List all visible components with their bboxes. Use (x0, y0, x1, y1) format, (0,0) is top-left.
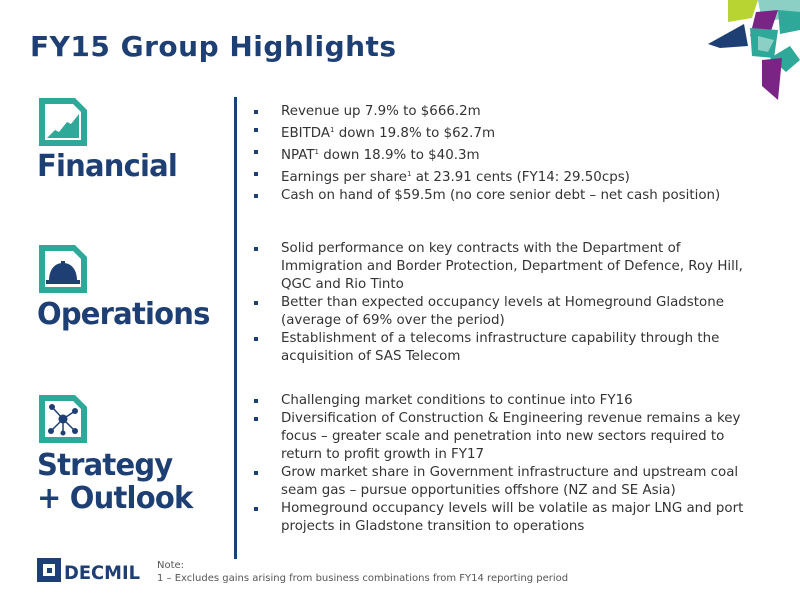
decmil-logo-text: DECMIL (64, 562, 140, 583)
strategy-label: Strategy (37, 446, 173, 483)
list-item: NPAT1 down 18.9% to $40.3m (254, 143, 764, 165)
list-item: Solid performance on key contracts with … (254, 240, 764, 294)
footnote-marker: 1 (314, 148, 320, 156)
financial-label: Financial (37, 147, 178, 184)
brand-corner-mark-icon (708, 0, 800, 100)
strategy-outlook-label: Strategy + Outlook (37, 446, 193, 516)
list-item: Homeground occupancy levels will be vola… (254, 500, 764, 536)
list-item: Establishment of a telecoms infrastructu… (254, 330, 764, 366)
footnote-marker: 1 (406, 170, 412, 178)
list-item: Diversification of Construction & Engine… (254, 410, 764, 464)
operations-label: Operations (37, 295, 210, 332)
note-label: Note: (157, 560, 185, 571)
list-item: Earnings per share1 at 23.91 cents (FY14… (254, 165, 764, 187)
strategy-bullet-list: Challenging market conditions to continu… (254, 392, 764, 536)
decmil-logo: DECMIL (37, 558, 140, 583)
list-item: EBITDA1 down 19.8% to $62.7m (254, 121, 764, 143)
hard-hat-icon (39, 245, 87, 293)
list-item: Revenue up 7.9% to $666.2m (254, 103, 764, 121)
list-item: Grow market share in Government infrastr… (254, 464, 764, 500)
list-item: Challenging market conditions to continu… (254, 392, 764, 410)
slide-title: FY15 Group Highlights (30, 30, 397, 63)
list-item: Cash on hand of $59.5m (no core senior d… (254, 187, 764, 205)
footnote-marker: 1 (330, 126, 335, 134)
section-divider (234, 97, 237, 559)
financial-bullet-list: Revenue up 7.9% to $666.2m EBITDA1 down … (254, 103, 764, 205)
footnote: Note: 1 – Excludes gains arising from bu… (157, 559, 568, 585)
operations-bullet-list: Solid performance on key contracts with … (254, 240, 764, 366)
growth-chart-icon (39, 98, 87, 146)
note-text: 1 – Excludes gains arising from business… (157, 573, 569, 584)
outlook-label: + Outlook (37, 479, 193, 516)
network-icon (39, 395, 87, 443)
list-item: Better than expected occupancy levels at… (254, 294, 764, 330)
